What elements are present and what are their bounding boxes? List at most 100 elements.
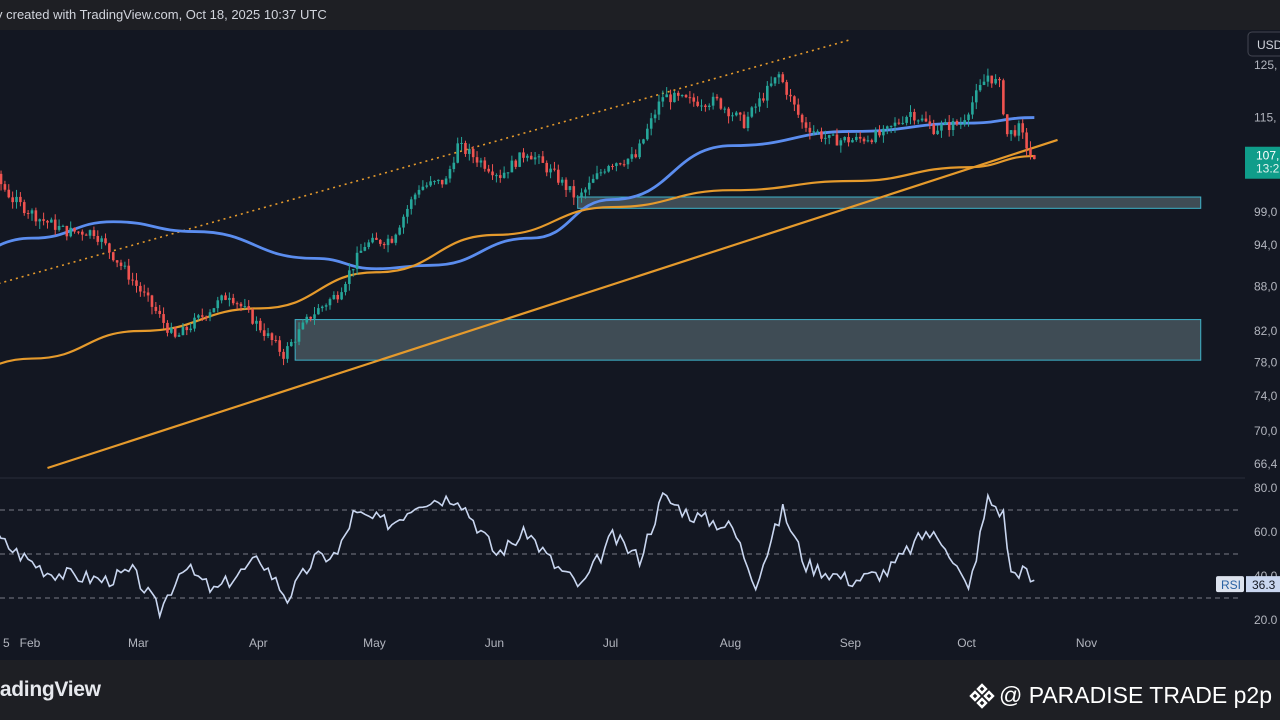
candle[interactable] — [351, 269, 355, 277]
candle[interactable] — [3, 180, 7, 192]
moving-average-orange[interactable] — [0, 154, 1035, 400]
candle[interactable] — [522, 148, 525, 163]
candle[interactable] — [433, 180, 436, 185]
candle[interactable] — [982, 74, 986, 86]
candle[interactable] — [189, 323, 192, 333]
price-axis[interactable]: 125, 115, 99,0 94,0 88,0 82,0 78,0 74,0 70,0 66,4… — [1254, 58, 1278, 627]
moving-average-blue[interactable] — [0, 116, 1035, 294]
candle[interactable] — [796, 98, 800, 118]
candle[interactable] — [177, 332, 181, 337]
candle[interactable] — [100, 235, 103, 249]
currency-button[interactable]: USD — [1247, 31, 1280, 57]
candle[interactable] — [738, 111, 742, 121]
candle[interactable] — [1025, 127, 1028, 157]
support-zone-1[interactable] — [577, 196, 1202, 209]
candle[interactable] — [34, 207, 38, 226]
candle[interactable] — [816, 129, 819, 135]
channel-line-2[interactable] — [0, 39, 849, 308]
candle[interactable] — [812, 125, 816, 136]
candle[interactable] — [781, 72, 785, 84]
candle[interactable] — [824, 130, 827, 145]
candle[interactable] — [475, 151, 479, 167]
candle[interactable] — [889, 125, 893, 134]
candle[interactable] — [390, 236, 394, 244]
candle[interactable] — [344, 281, 347, 296]
candle[interactable] — [723, 106, 727, 114]
candle[interactable] — [618, 162, 622, 166]
candle[interactable] — [452, 156, 456, 173]
candle[interactable] — [502, 166, 506, 179]
candle[interactable] — [42, 212, 45, 226]
candle[interactable] — [259, 318, 262, 333]
candle[interactable] — [96, 230, 100, 246]
candle[interactable] — [15, 189, 18, 209]
candle[interactable] — [371, 233, 374, 244]
candle[interactable] — [564, 177, 568, 198]
candle[interactable] — [1017, 120, 1021, 142]
candle[interactable] — [243, 298, 247, 310]
candle[interactable] — [808, 121, 812, 140]
candle[interactable] — [626, 158, 630, 169]
candle[interactable] — [959, 117, 963, 129]
candle[interactable] — [425, 182, 429, 189]
candle[interactable] — [580, 188, 583, 203]
candle[interactable] — [471, 146, 475, 164]
candle[interactable] — [630, 147, 634, 162]
candle[interactable] — [491, 164, 494, 180]
candle[interactable] — [549, 164, 552, 179]
support-zone-2[interactable] — [294, 319, 1202, 361]
candle[interactable] — [951, 118, 955, 136]
candle[interactable] — [882, 125, 885, 143]
candle[interactable] — [541, 151, 545, 164]
candle[interactable] — [986, 68, 990, 87]
candle[interactable] — [932, 119, 936, 136]
candle[interactable] — [162, 307, 165, 329]
candle[interactable] — [878, 125, 881, 138]
candle[interactable] — [1009, 130, 1013, 141]
candle[interactable] — [409, 196, 413, 215]
candle[interactable] — [696, 96, 699, 108]
candle[interactable] — [576, 194, 579, 201]
candle[interactable] — [115, 260, 119, 268]
candle[interactable] — [255, 316, 258, 332]
candle[interactable] — [684, 94, 688, 99]
candle[interactable] — [909, 105, 912, 125]
candle[interactable] — [916, 119, 920, 125]
candle[interactable] — [700, 99, 703, 112]
candle[interactable] — [920, 114, 924, 122]
candle[interactable] — [406, 205, 409, 224]
candle[interactable] — [560, 177, 564, 186]
candle[interactable] — [692, 93, 696, 107]
candle[interactable] — [611, 163, 614, 170]
candle[interactable] — [669, 89, 672, 110]
candle[interactable] — [591, 174, 595, 184]
candle[interactable] — [11, 191, 14, 209]
candle[interactable] — [50, 217, 53, 223]
candle[interactable] — [0, 170, 3, 191]
candle[interactable] — [545, 160, 549, 177]
candle[interactable] — [487, 164, 490, 174]
candle[interactable] — [413, 192, 417, 206]
candle[interactable] — [293, 338, 297, 350]
candle[interactable] — [862, 136, 866, 145]
price-pane[interactable] — [0, 35, 1202, 470]
candle[interactable] — [200, 308, 204, 322]
candle[interactable] — [758, 92, 761, 112]
candle[interactable] — [735, 110, 738, 117]
candle[interactable] — [375, 232, 378, 241]
candle[interactable] — [967, 112, 970, 127]
time-axis[interactable]: 5 Feb Mar Apr May Jun Jul Aug Sep Oct Nov — [3, 636, 1097, 650]
candle[interactable] — [855, 133, 858, 142]
candle[interactable] — [944, 118, 947, 125]
candle[interactable] — [84, 233, 88, 236]
candle[interactable] — [990, 75, 994, 88]
candle[interactable] — [483, 157, 487, 172]
candle[interactable] — [231, 293, 235, 306]
candle[interactable] — [901, 116, 905, 125]
candle[interactable] — [785, 79, 788, 100]
candle[interactable] — [727, 106, 730, 124]
candle[interactable] — [866, 135, 870, 143]
candle[interactable] — [127, 258, 131, 285]
candle[interactable] — [468, 143, 471, 161]
candle[interactable] — [30, 208, 34, 221]
